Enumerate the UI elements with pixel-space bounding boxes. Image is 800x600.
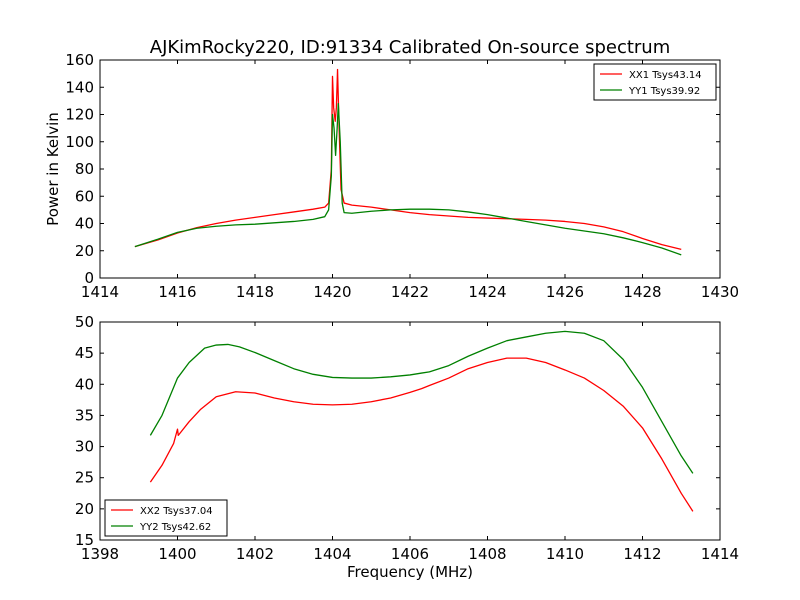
bottom-x-tick-label: 1400 [158, 545, 196, 563]
top-legend: XX1 Tsys43.14 YY1 Tsys39.92 [593, 63, 717, 101]
top-legend-label-2: YY1 Tsys39.92 [628, 86, 700, 97]
top-x-tick-label: 1422 [391, 283, 429, 301]
bottom-y-tick-label: 30 [75, 438, 94, 456]
top-subplot: 1414 1416 1418 1420 1422 1424 1426 1428 1430 0 20 4… [44, 51, 739, 301]
bottom-x-axis-label: Frequency (MHz) [347, 563, 473, 581]
bottom-x-tick-label: 1402 [236, 545, 274, 563]
top-series-line-2 [134, 102, 682, 256]
bottom-legend-label-1: XX2 Tsys37.04 [140, 506, 213, 517]
bottom-subplot: 1398 1400 1402 1404 1406 1408 1410 1412 1414 15 20… [75, 313, 739, 581]
top-y-tick-label: 0 [84, 269, 94, 287]
top-y-tick-label: 140 [65, 78, 94, 96]
top-x-tick-label: 1428 [623, 283, 661, 301]
top-y-tick-label: 40 [75, 215, 94, 233]
top-x-tick-label: 1424 [468, 283, 506, 301]
bottom-y-tick-label: 50 [75, 313, 94, 331]
bottom-legend-label-2: YY2 Tsys42.62 [139, 522, 211, 533]
bottom-series-line-1 [149, 357, 694, 512]
bottom-y-tick-label: 45 [75, 344, 94, 362]
bottom-x-tick-label: 1406 [391, 545, 429, 563]
top-y-axis-label: Power in Kelvin [44, 112, 62, 226]
bottom-x-tick-label: 1412 [623, 545, 661, 563]
bottom-x-tick-label: 1410 [546, 545, 584, 563]
top-x-tick-label: 1416 [158, 283, 196, 301]
top-y-tick-label: 100 [65, 133, 94, 151]
top-y-tick-label: 60 [75, 187, 94, 205]
top-legend-box [593, 63, 717, 101]
top-x-tick-label: 1426 [546, 283, 584, 301]
top-y-tick-label: 20 [75, 242, 94, 260]
top-x-tick-label: 1418 [236, 283, 274, 301]
bottom-series-line-2 [149, 330, 694, 474]
bottom-y-tick-label: 15 [75, 531, 94, 549]
top-legend-label-1: XX1 Tsys43.14 [629, 70, 702, 81]
bottom-y-tick-label: 25 [75, 469, 94, 487]
top-y-tick-label: 80 [75, 160, 94, 178]
top-x-tick-label: 1430 [701, 283, 739, 301]
bottom-legend: XX2 Tsys37.04 YY2 Tsys42.62 [104, 499, 228, 537]
bottom-x-tick-label: 1398 [81, 545, 119, 563]
top-y-tick-label: 120 [65, 106, 94, 124]
bottom-y-tick-label: 35 [75, 406, 94, 424]
bottom-y-tick-label: 40 [75, 375, 94, 393]
bottom-legend-box [104, 499, 228, 537]
bottom-y-tick-label: 20 [75, 500, 94, 518]
bottom-x-tick-label: 1414 [701, 545, 739, 563]
bottom-x-tick-label: 1404 [313, 545, 351, 563]
top-x-tick-label: 1420 [313, 283, 351, 301]
top-series-line-1 [134, 68, 682, 251]
top-x-tick-label: 1414 [81, 283, 119, 301]
figure-title: AJKimRocky220, ID:91334 Calibrated On-so… [150, 37, 671, 58]
bottom-x-tick-label: 1408 [468, 545, 506, 563]
top-y-tick-label: 160 [65, 51, 94, 69]
